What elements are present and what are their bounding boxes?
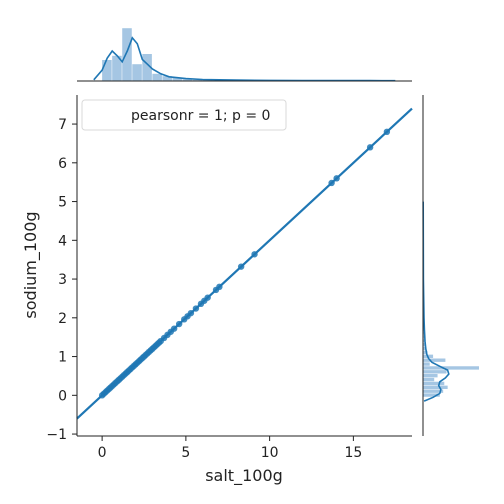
y-marginal-hist-bar	[423, 350, 428, 355]
y-marginal-hist-bar	[423, 346, 427, 351]
y-tick-label: 3	[58, 272, 67, 288]
y-tick-label: 6	[58, 156, 67, 172]
x-marginal-hist-bar	[152, 73, 162, 81]
x-marginal-hist-bar	[112, 55, 122, 81]
x-axis-title: salt_100g	[205, 466, 283, 486]
x-marginal-kde-line	[93, 36, 396, 82]
y-tick-label: 0	[58, 388, 67, 404]
x-marginal-hist-bar	[192, 79, 203, 81]
x-tick-label: 10	[261, 445, 279, 461]
y-marginal-hist-bar	[423, 331, 425, 335]
x-marginal-hist-bar	[122, 28, 132, 81]
y-marginal-hist-bar	[423, 358, 446, 362]
y-marginal-hist-bar	[423, 381, 445, 386]
x-marginal-hist-bar	[202, 79, 213, 81]
y-tick-label: 1	[58, 350, 67, 366]
x-marginal-distribution	[77, 28, 412, 82]
x-marginal-hist-bar	[132, 64, 142, 81]
x-marginal-hist-bar	[102, 60, 112, 81]
y-marginal-hist-bar	[423, 339, 425, 343]
y-marginal-hist-bar	[423, 374, 438, 378]
y-marginal-hist-bar	[423, 343, 426, 347]
y-marginal-hist-bar	[423, 385, 448, 389]
y-marginal-distribution	[422, 95, 479, 436]
y-tick-label: 5	[58, 195, 67, 211]
pearson-annotation: pearsonr = 1; p = 0	[131, 108, 270, 124]
regression-line	[76, 107, 413, 420]
y-tick-label: 2	[58, 311, 67, 327]
y-marginal-hist-bar	[423, 327, 425, 331]
y-tick-label: 4	[58, 233, 67, 249]
x-marginal-hist-bar	[142, 54, 152, 81]
y-marginal-kde-line	[422, 201, 450, 402]
legend-box: pearsonr = 1; p = 0	[81, 99, 287, 131]
y-marginal-hist-bar	[423, 377, 435, 382]
y-marginal-hist-bar	[423, 370, 447, 374]
x-marginal-hist-bar	[182, 79, 193, 81]
scatter-plot-area: 0 5 10 15 −1 0 1 2 3 4 5 6 7	[46, 95, 413, 461]
y-tick-label: 7	[58, 117, 67, 133]
y-marginal-hist-bar	[423, 393, 440, 397]
y-marginal-hist-bar	[423, 389, 444, 393]
x-marginal-hist-bar	[162, 76, 172, 81]
x-tick-label: 15	[344, 445, 362, 461]
y-axis-title: sodium_100g	[21, 211, 41, 318]
x-tick-label: 0	[98, 445, 107, 461]
x-tick-label: 5	[181, 445, 190, 461]
y-marginal-hist-bar	[423, 335, 425, 339]
y-marginal-hist-bar	[423, 366, 479, 370]
y-tick-label: −1	[46, 427, 67, 443]
x-marginal-hist-bar	[172, 78, 183, 81]
y-marginal-hist-bar	[423, 362, 430, 366]
